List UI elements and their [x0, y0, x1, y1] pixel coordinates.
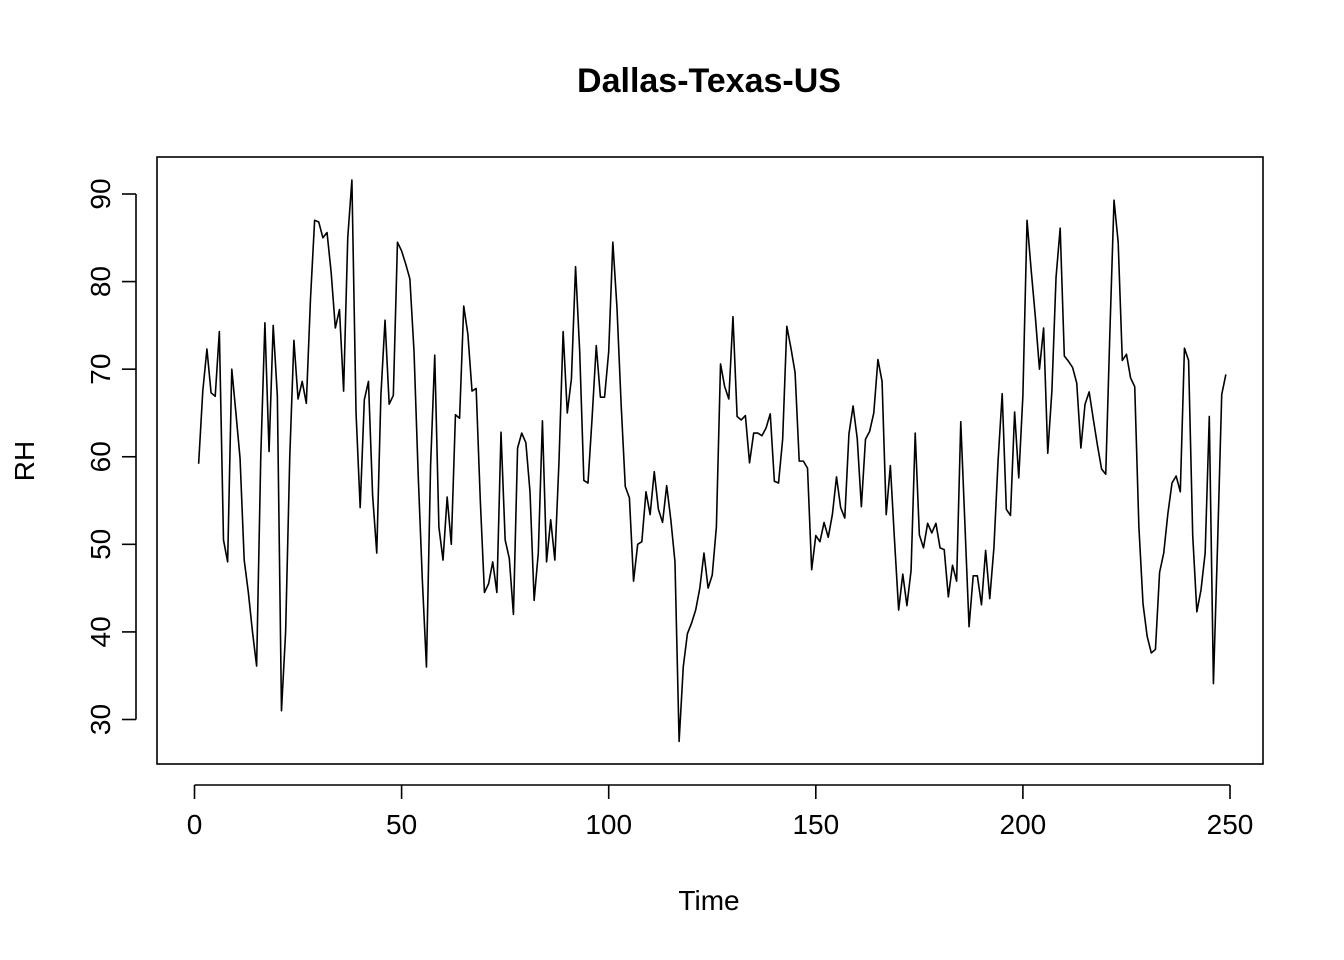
- series-line-rh: [197, 179, 1227, 743]
- y-tick-label: 80: [85, 266, 116, 297]
- x-tick-label: 50: [386, 809, 417, 840]
- y-tick-label: 90: [85, 178, 116, 209]
- x-axis: 0 50 100 150 200 250: [187, 784, 1254, 840]
- x-tick-label: 200: [1000, 809, 1047, 840]
- x-tick-label: 100: [585, 809, 632, 840]
- y-tick-label: 70: [85, 354, 116, 385]
- y-tick-label: 60: [85, 441, 116, 472]
- x-axis-label: Time: [678, 885, 739, 916]
- y-tick-label: 40: [85, 616, 116, 647]
- y-axis-label: RH: [9, 441, 40, 481]
- x-tick-label: 150: [792, 809, 839, 840]
- y-axis: 30 40 50 60 70 80 90: [85, 178, 137, 735]
- plot-frame: [156, 156, 1264, 765]
- x-tick-label: 250: [1207, 809, 1254, 840]
- y-tick-label: 50: [85, 529, 116, 560]
- chart-title: Dallas-Texas-US: [577, 62, 841, 100]
- y-tick-label: 30: [85, 704, 116, 735]
- x-tick-label: 0: [187, 809, 203, 840]
